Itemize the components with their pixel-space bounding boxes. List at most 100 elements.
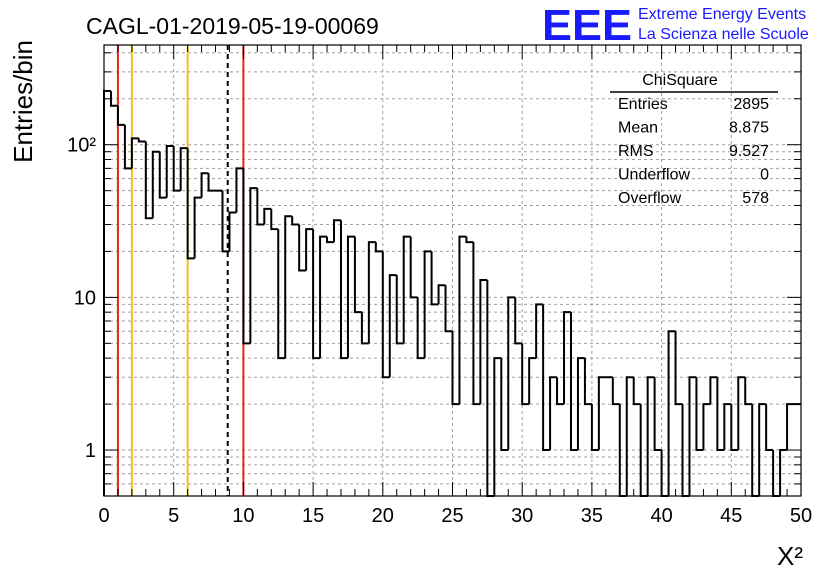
- stats-label: RMS: [618, 143, 654, 160]
- x-tick-label: 0: [98, 505, 109, 527]
- stats-label: Mean: [618, 120, 658, 137]
- histogram-bin: [646, 376, 655, 496]
- histogram-bin: [360, 312, 369, 345]
- histogram-bin: [709, 376, 718, 405]
- histogram-bin: [528, 357, 537, 405]
- stats-value: 8.875: [729, 120, 769, 137]
- histogram-bin: [158, 151, 167, 199]
- y-axis-title: Entries/bin: [8, 40, 38, 163]
- histogram-bin: [109, 90, 118, 107]
- histogram-bin: [402, 235, 411, 344]
- histogram-bin: [256, 188, 265, 226]
- histogram-bin: [130, 137, 139, 169]
- histogram-bin: [353, 236, 362, 314]
- histogram-bin: [326, 236, 335, 244]
- chart-title: CAGL-01-2019-05-19-00069: [86, 13, 379, 39]
- histogram-bin: [430, 251, 439, 306]
- histogram-bin: [319, 235, 328, 359]
- histogram-bin: [228, 211, 237, 252]
- histogram-bin: [465, 236, 474, 244]
- histogram-bin: [416, 297, 425, 360]
- histogram-bin: [388, 274, 397, 378]
- histogram-bin: [333, 219, 341, 243]
- eee-logo-line2: La Scienza nelle Scuole: [638, 26, 809, 43]
- histogram-bin: [249, 187, 258, 344]
- histogram-bin: [312, 229, 321, 360]
- histogram-bin: [723, 403, 732, 451]
- histogram-bin: [151, 150, 160, 219]
- histogram-bin: [507, 296, 516, 451]
- histogram-bin: [702, 403, 711, 451]
- y-tick-label: 10²: [67, 135, 96, 157]
- histogram-bin: [493, 357, 502, 496]
- histogram-bin: [695, 377, 704, 452]
- histogram-bin: [569, 312, 578, 452]
- histogram-bin: [597, 376, 606, 451]
- histogram-bin: [165, 145, 174, 198]
- stats-label: Underflow: [618, 167, 690, 184]
- histogram-bin: [786, 403, 795, 451]
- histogram-bin: [653, 377, 662, 452]
- histogram-bin: [298, 224, 307, 272]
- histogram-bin: [583, 358, 592, 406]
- x-tick-label: 5: [168, 505, 179, 527]
- histogram-bin: [242, 168, 251, 345]
- histogram-bin: [576, 357, 585, 451]
- histogram: [103, 89, 801, 497]
- histogram-bin: [451, 331, 460, 406]
- x-tick-label: 20: [372, 505, 394, 527]
- y-tick-label: 10: [74, 287, 96, 309]
- histogram-bin: [437, 284, 446, 305]
- x-tick-label: 50: [790, 505, 812, 527]
- histogram-bin: [381, 251, 390, 379]
- histogram-bin: [765, 404, 774, 452]
- histogram-bin: [500, 358, 509, 452]
- histogram-bin: [221, 190, 230, 253]
- histogram-bin: [367, 241, 376, 344]
- stats-value: 2895: [733, 96, 769, 113]
- histogram-bin: [556, 377, 565, 406]
- histogram-bin: [207, 173, 216, 192]
- histogram-bin: [270, 208, 279, 231]
- stats-box: ChiSquare Entries 2895 Mean 8.875 RMS 9.527 Un…: [610, 72, 778, 207]
- x-tick-label: 25: [441, 505, 463, 527]
- eee-logo-mark: EEE: [542, 1, 632, 50]
- x-axis-title: X²: [777, 541, 803, 571]
- histogram-bin: [137, 138, 146, 143]
- histogram-bin: [291, 216, 300, 226]
- stats-title: ChiSquare: [642, 72, 718, 89]
- histogram-bin: [395, 275, 404, 345]
- histogram-bin: [758, 403, 767, 496]
- stats-value: 0: [760, 167, 769, 184]
- histogram-bin: [374, 242, 383, 253]
- histogram-bin: [444, 285, 453, 333]
- histogram-bin: [458, 235, 467, 405]
- histogram-bin: [263, 207, 272, 225]
- histogram-bin: [563, 311, 571, 405]
- histogram-bin: [744, 377, 753, 406]
- histogram-bin: [667, 330, 676, 496]
- x-tick-label: 45: [720, 505, 742, 527]
- histogram-bin: [409, 236, 418, 299]
- histogram-bin: [346, 235, 355, 359]
- eee-logo-line1: Extreme Energy Events: [638, 6, 806, 23]
- histogram-bin: [632, 377, 641, 406]
- x-tick-label: 10: [232, 505, 254, 527]
- x-tick-label: 40: [650, 505, 672, 527]
- stats-value: 9.527: [729, 143, 769, 160]
- histogram-bin: [284, 215, 293, 359]
- histogram-bin: [472, 242, 481, 406]
- histogram-bin: [688, 376, 697, 496]
- x-tick-label: 30: [511, 505, 533, 527]
- histogram-bin: [514, 297, 523, 345]
- y-tick-label: 1: [85, 440, 96, 462]
- histogram-bin: [144, 141, 153, 220]
- histogram-bin: [625, 376, 634, 496]
- histogram-bin: [193, 196, 202, 259]
- x-tick-label: 15: [302, 505, 324, 527]
- histogram-bin: [674, 331, 683, 406]
- stats-label: Overflow: [618, 190, 682, 207]
- stats-value: 578: [742, 190, 769, 207]
- histogram-bin: [235, 167, 244, 213]
- reference-lines: [116, 45, 245, 496]
